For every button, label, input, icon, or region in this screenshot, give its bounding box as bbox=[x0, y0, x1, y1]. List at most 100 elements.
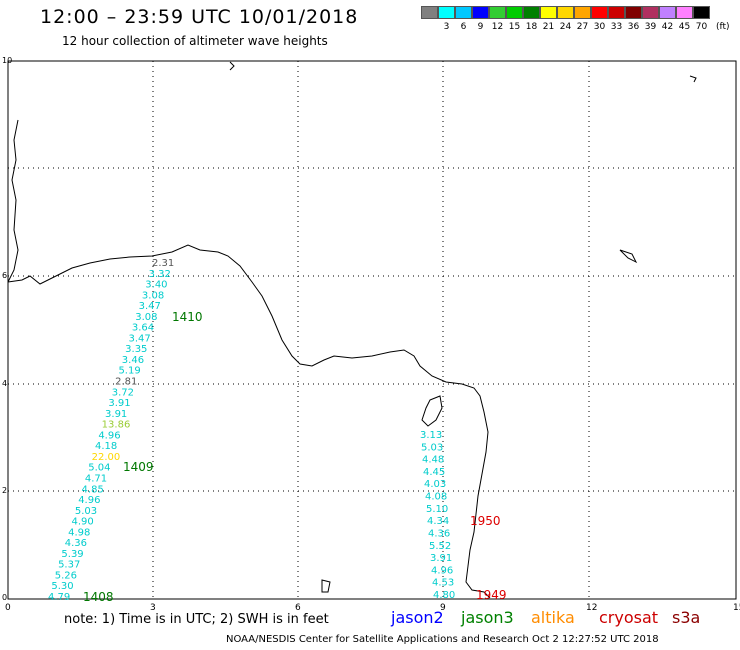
legend-label: 42 bbox=[661, 22, 674, 32]
wave-height-label: 5.52 bbox=[429, 541, 451, 552]
wave-height-label: 5.03 bbox=[421, 442, 443, 453]
satellite-altika: altika bbox=[531, 608, 575, 627]
pass-time-label: 1409 bbox=[123, 460, 154, 474]
footnote: note: 1) Time is in UTC; 2) SWH is in fe… bbox=[64, 612, 329, 627]
map-title: 12:00 – 23:59 UTC 10/01/2018 bbox=[40, 6, 359, 28]
legend-label: 36 bbox=[627, 22, 640, 32]
coastline bbox=[7, 61, 697, 599]
y-tick-label: 10 bbox=[2, 56, 13, 65]
wave-height-label: 4.34 bbox=[427, 516, 449, 527]
x-tick-label: 3 bbox=[150, 603, 156, 613]
wave-height-label: 4.96 bbox=[98, 430, 120, 441]
wave-height-label: 4.53 bbox=[432, 578, 454, 589]
wave-height-label: 5.10 bbox=[426, 504, 448, 515]
legend-label: 30 bbox=[593, 22, 606, 32]
legend-swatch bbox=[574, 6, 591, 19]
legend-swatch bbox=[625, 6, 642, 19]
wave-height-label: 4.18 bbox=[95, 441, 117, 452]
wave-height-label: 2.31 bbox=[152, 258, 174, 269]
legend-label: 9 bbox=[477, 22, 484, 32]
legend-label: 6 bbox=[460, 22, 467, 32]
color-legend bbox=[421, 6, 710, 19]
pass-time-label: 1950 bbox=[470, 514, 501, 528]
legend-swatch bbox=[676, 6, 693, 19]
x-tick-label: 12 bbox=[586, 603, 598, 613]
satellite-jason3: jason3 bbox=[461, 608, 514, 627]
y-tick-label: 6 bbox=[2, 271, 8, 280]
legend-swatch bbox=[506, 6, 523, 19]
wave-height-label: 3.08 bbox=[142, 290, 164, 301]
legend-label: 27 bbox=[576, 22, 589, 32]
legend-label: 18 bbox=[525, 22, 538, 32]
legend-swatch bbox=[608, 6, 625, 19]
pass-time-label: 1949 bbox=[476, 588, 507, 602]
wave-height-label: 5.04 bbox=[88, 463, 110, 474]
legend-label: 15 bbox=[508, 22, 521, 32]
legend-swatch bbox=[591, 6, 608, 19]
wave-height-label: 4.85 bbox=[82, 484, 104, 495]
wave-height-label: 3.35 bbox=[125, 344, 147, 355]
wave-height-label: 3.91 bbox=[430, 553, 452, 564]
satellite-cryosat: cryosat bbox=[599, 608, 659, 627]
wave-height-label: 4.80 bbox=[433, 590, 455, 601]
legend-swatch bbox=[659, 6, 676, 19]
x-tick-label: 9 bbox=[440, 603, 446, 613]
credit-line: NOAA/NESDIS Center for Satellite Applica… bbox=[226, 634, 659, 645]
legend-swatch bbox=[557, 6, 574, 19]
satellite-s3a: s3a bbox=[672, 608, 701, 627]
altimeter-tracks: 2.313.323.403.083.473.083.643.473.353.46… bbox=[48, 258, 507, 604]
wave-height-label: 3.91 bbox=[105, 409, 127, 420]
legend-swatch bbox=[421, 6, 438, 19]
wave-height-label: 4.96 bbox=[78, 495, 100, 506]
legend-swatch bbox=[438, 6, 455, 19]
legend-swatch bbox=[472, 6, 489, 19]
legend-swatch bbox=[455, 6, 472, 19]
legend-label: 70 bbox=[695, 22, 708, 32]
wave-height-label: 3.46 bbox=[122, 355, 144, 366]
x-tick-label: 15 bbox=[733, 603, 740, 613]
wave-height-label: 4.36 bbox=[428, 528, 450, 539]
wave-height-label: 5.39 bbox=[61, 549, 83, 560]
wave-height-label: 4.90 bbox=[71, 517, 93, 528]
wave-height-label: 3.32 bbox=[149, 269, 171, 280]
satellite-jason2: jason2 bbox=[391, 608, 444, 627]
x-tick-label: 6 bbox=[295, 603, 301, 613]
pass-time-label: 1408 bbox=[83, 590, 114, 604]
legend-label: 39 bbox=[644, 22, 657, 32]
wave-height-label: 3.64 bbox=[132, 323, 154, 334]
y-tick-label: 2 bbox=[2, 486, 8, 495]
x-tick-label: 0 bbox=[5, 603, 11, 613]
legend-label: 33 bbox=[610, 22, 623, 32]
wave-height-label: 3.72 bbox=[112, 387, 134, 398]
wave-height-label: 5.26 bbox=[55, 570, 77, 581]
legend-swatch bbox=[642, 6, 659, 19]
y-tick-label: 4 bbox=[2, 379, 8, 388]
wave-height-label: 4.96 bbox=[431, 565, 453, 576]
map-frame bbox=[7, 60, 737, 600]
y-tick-label: 0 bbox=[2, 593, 8, 602]
wave-height-label: 13.86 bbox=[102, 420, 131, 431]
legend-label: 12 bbox=[491, 22, 504, 32]
map-gridlines bbox=[8, 61, 736, 599]
wave-height-label: 3.08 bbox=[135, 312, 157, 323]
legend-unit: (ft) bbox=[716, 22, 730, 32]
color-legend-labels: 3 6 9 12 15 18 21 24 27 30 33 36 39 42 45 70 bbox=[421, 22, 710, 32]
wave-height-label: 3.13 bbox=[420, 430, 442, 441]
wave-height-label: 4.98 bbox=[68, 527, 90, 538]
wave-height-label: 5.03 bbox=[75, 506, 97, 517]
wave-height-label: 4.71 bbox=[85, 473, 107, 484]
legend-swatch bbox=[523, 6, 540, 19]
wave-height-label: 4.45 bbox=[423, 467, 445, 478]
legend-label: 45 bbox=[678, 22, 691, 32]
wave-height-label: 2.81 bbox=[115, 377, 137, 388]
wave-height-label: 4.79 bbox=[48, 592, 70, 603]
legend-swatch bbox=[540, 6, 557, 19]
wave-height-label: 4.03 bbox=[424, 479, 446, 490]
wave-height-label: 3.47 bbox=[129, 333, 151, 344]
legend-swatch bbox=[489, 6, 506, 19]
legend-label: 3 bbox=[443, 22, 450, 32]
wave-height-label: 4.36 bbox=[65, 538, 87, 549]
wave-height-label: 3.40 bbox=[145, 280, 167, 291]
